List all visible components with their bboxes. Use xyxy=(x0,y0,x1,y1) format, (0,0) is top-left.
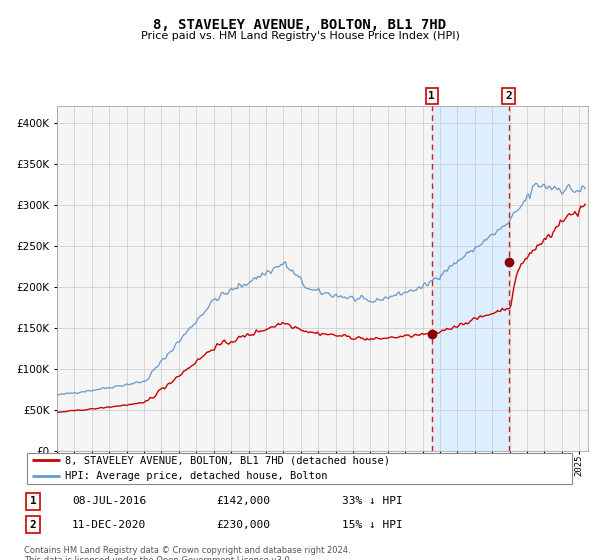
Text: 8, STAVELEY AVENUE, BOLTON, BL1 7HD (detached house): 8, STAVELEY AVENUE, BOLTON, BL1 7HD (det… xyxy=(65,455,391,465)
Text: 8, STAVELEY AVENUE, BOLTON, BL1 7HD: 8, STAVELEY AVENUE, BOLTON, BL1 7HD xyxy=(154,18,446,32)
Text: HPI: Average price, detached house, Bolton: HPI: Average price, detached house, Bolt… xyxy=(65,472,328,481)
Text: 1: 1 xyxy=(428,91,435,101)
Text: 15% ↓ HPI: 15% ↓ HPI xyxy=(342,520,403,530)
Text: Price paid vs. HM Land Registry's House Price Index (HPI): Price paid vs. HM Land Registry's House … xyxy=(140,31,460,41)
Bar xyxy=(431,106,509,451)
Text: 11-DEC-2020: 11-DEC-2020 xyxy=(72,520,146,530)
Text: £230,000: £230,000 xyxy=(216,520,270,530)
Text: Contains HM Land Registry data © Crown copyright and database right 2024.
This d: Contains HM Land Registry data © Crown c… xyxy=(24,546,350,560)
Text: 08-JUL-2016: 08-JUL-2016 xyxy=(72,496,146,506)
Text: 2: 2 xyxy=(29,520,37,530)
FancyBboxPatch shape xyxy=(27,452,572,484)
Text: 2: 2 xyxy=(505,91,512,101)
Text: £142,000: £142,000 xyxy=(216,496,270,506)
Text: 1: 1 xyxy=(29,496,37,506)
Text: 33% ↓ HPI: 33% ↓ HPI xyxy=(342,496,403,506)
